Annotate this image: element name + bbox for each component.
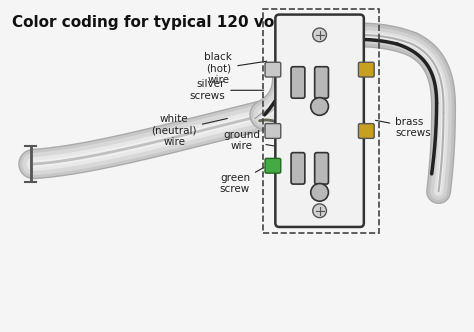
FancyBboxPatch shape bbox=[265, 124, 281, 138]
FancyBboxPatch shape bbox=[265, 62, 281, 77]
FancyBboxPatch shape bbox=[358, 62, 374, 77]
FancyBboxPatch shape bbox=[315, 67, 328, 98]
FancyBboxPatch shape bbox=[358, 124, 374, 138]
Text: green
screw: green screw bbox=[220, 167, 264, 195]
Text: silver
screws: silver screws bbox=[190, 79, 264, 101]
Text: Color coding for typical 120 volt circuit: Color coding for typical 120 volt circui… bbox=[12, 15, 346, 30]
FancyBboxPatch shape bbox=[291, 67, 305, 98]
Circle shape bbox=[313, 204, 327, 218]
Circle shape bbox=[311, 184, 328, 201]
Text: ground
wire: ground wire bbox=[223, 129, 280, 151]
FancyBboxPatch shape bbox=[315, 153, 328, 184]
Circle shape bbox=[313, 28, 327, 42]
Text: brass
screws: brass screws bbox=[375, 117, 431, 138]
FancyBboxPatch shape bbox=[265, 158, 281, 173]
Bar bbox=[263, 9, 379, 233]
Circle shape bbox=[311, 98, 328, 115]
FancyBboxPatch shape bbox=[291, 153, 305, 184]
FancyBboxPatch shape bbox=[275, 15, 364, 227]
Text: white
(neutral)
wire: white (neutral) wire bbox=[151, 114, 228, 147]
Text: black
(hot)
wire: black (hot) wire bbox=[204, 52, 267, 85]
